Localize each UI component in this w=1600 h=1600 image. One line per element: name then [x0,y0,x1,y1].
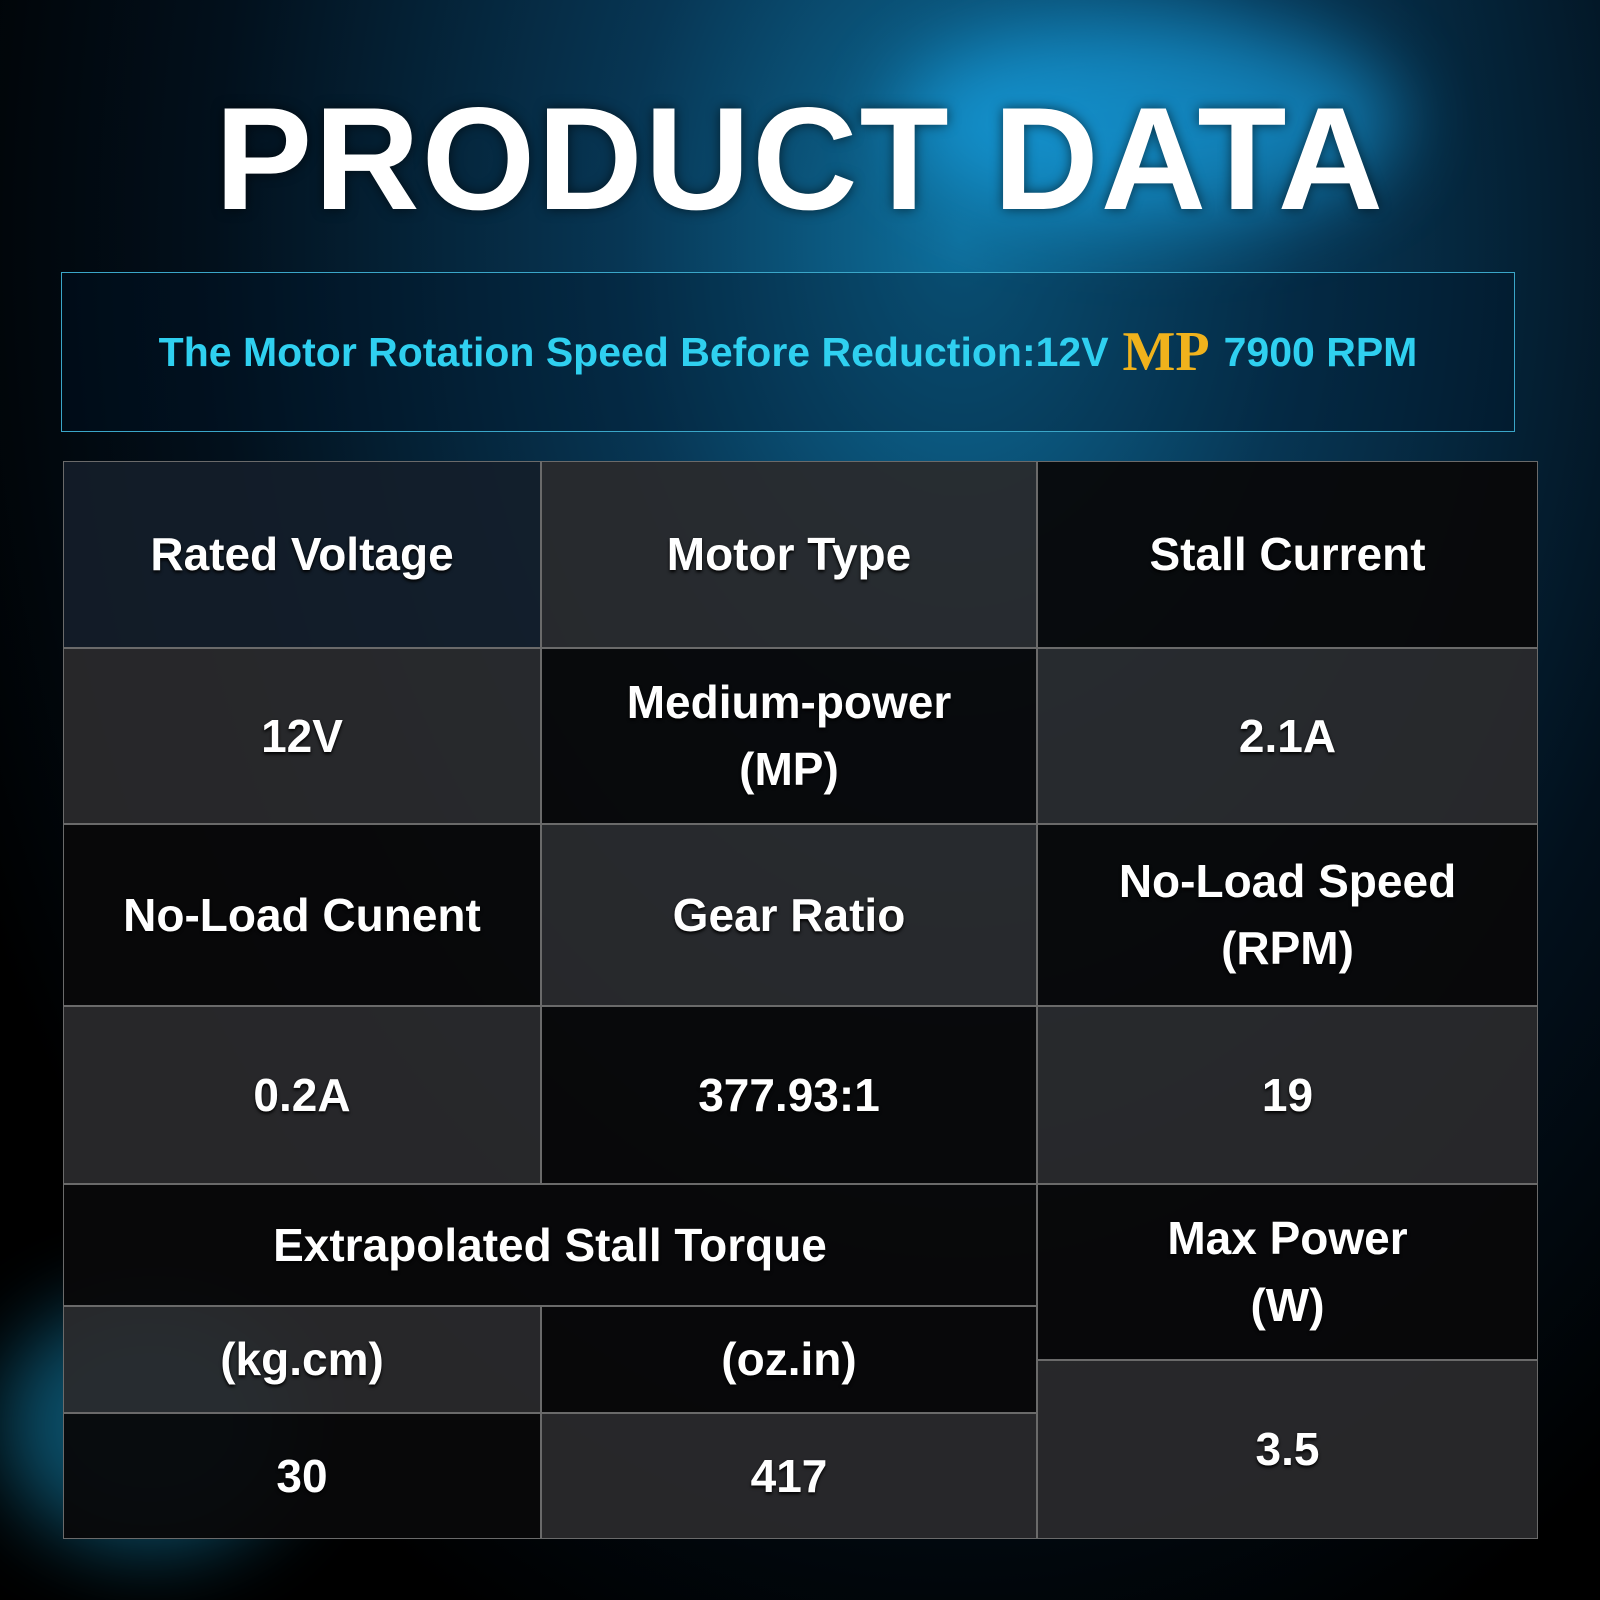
banner-text: The Motor Rotation Speed Before Reductio… [158,328,1109,375]
table-cell: 12V [63,648,541,824]
table-cell: No-Load Cunent [63,824,541,1006]
table-cell: No-Load Speed (RPM) [1037,824,1538,1006]
title: PRODUCT DATA [214,77,1386,240]
banner-highlight: MP [1122,321,1210,383]
table-cell: 2.1A [1037,648,1538,824]
table-cell: Stall Current [1037,461,1538,648]
banner: The Motor Rotation Speed Before Reductio… [61,272,1515,432]
table-cell: (kg.cm) [63,1306,541,1413]
table-cell: 19 [1037,1006,1538,1184]
table-cell: Gear Ratio [541,824,1037,1006]
table-cell: 417 [541,1413,1037,1539]
table-cell: 377.93:1 [541,1006,1037,1184]
table-cell: Extrapolated Stall Torque [63,1184,1037,1306]
table-cell: Medium-power (MP) [541,648,1037,824]
table-cell: Max Power (W) [1037,1184,1538,1360]
table-cell: Motor Type [541,461,1037,648]
banner-speed: 7900 RPM [1223,328,1418,375]
table-cell: (oz.in) [541,1306,1037,1413]
table-cell: 3.5 [1037,1360,1538,1539]
table-cell: 0.2A [63,1006,541,1184]
table-cell: 30 [63,1413,541,1539]
table-cell: Rated Voltage [63,461,541,648]
bg-glow [900,20,1400,220]
